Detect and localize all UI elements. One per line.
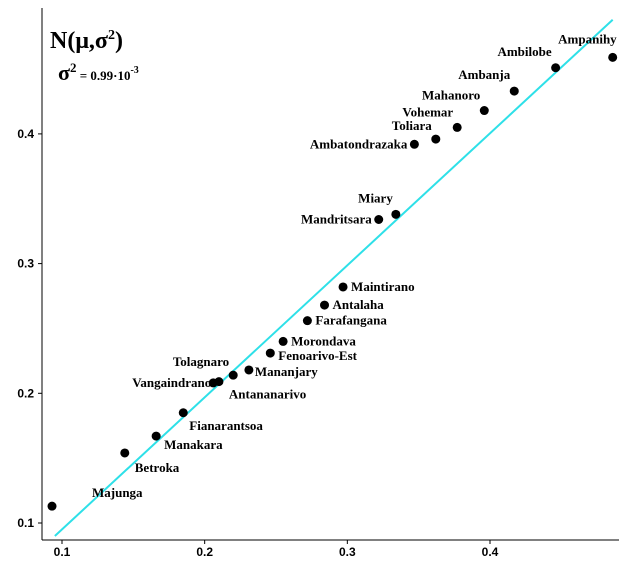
data-point xyxy=(431,134,441,144)
data-point xyxy=(391,209,401,219)
data-point xyxy=(509,86,519,96)
data-point xyxy=(551,63,561,73)
y-tick-label: 0.3 xyxy=(17,257,34,271)
x-tick-label: 0.2 xyxy=(196,545,213,559)
point-label: Ambatondrazaka xyxy=(310,136,408,151)
point-label: Farafangana xyxy=(315,313,387,328)
point-label: Antalaha xyxy=(333,297,385,312)
data-point xyxy=(228,370,238,380)
data-point xyxy=(47,501,57,511)
chart-subtitle: σ2 = 0.99·10-3 xyxy=(58,60,139,85)
point-label: Ambilobe xyxy=(497,44,551,59)
point-labels-layer: Majunga Betroka Manakara Fianarantsoa Vangai… xyxy=(92,31,617,500)
point-label: Antananarivo xyxy=(229,387,306,402)
chart-title: N(μ,σ2) xyxy=(50,28,123,54)
point-label: Toliara xyxy=(392,118,432,133)
axes: 0.1 0.2 0.3 0.4 0.1 0.2 0.3 0.4 xyxy=(17,8,619,559)
point-label: Ambanja xyxy=(458,67,511,82)
point-label: Miary xyxy=(358,190,393,205)
points-layer xyxy=(47,52,618,511)
data-point xyxy=(409,139,419,149)
data-point xyxy=(244,365,254,375)
data-point xyxy=(320,300,330,310)
point-label: Mahanoro xyxy=(422,88,480,103)
fit-line-layer xyxy=(54,19,614,537)
data-point xyxy=(338,282,348,292)
point-label: Mananjary xyxy=(255,364,318,379)
title-layer: N(μ,σ2) σ2 = 0.99·10-3 xyxy=(50,28,139,85)
data-point xyxy=(479,106,489,116)
y-tick-label: 0.1 xyxy=(17,516,34,530)
point-label: Fianarantsoa xyxy=(189,418,263,433)
data-point xyxy=(120,448,130,458)
point-label: Tolagnaro xyxy=(173,354,229,369)
point-label: Mandritsara xyxy=(301,212,372,227)
data-point xyxy=(178,408,188,418)
point-label: Maintirano xyxy=(351,279,415,294)
y-tick-label: 0.2 xyxy=(17,386,34,400)
data-point xyxy=(374,215,384,225)
x-tick-label: 0.3 xyxy=(339,545,356,559)
point-label: Fenoarivo-Est xyxy=(278,348,357,363)
point-label: Morondava xyxy=(291,333,356,348)
fit-line xyxy=(54,19,614,537)
data-point xyxy=(151,431,161,441)
point-label: Vohemar xyxy=(402,104,453,119)
y-tick-label: 0.4 xyxy=(17,127,34,141)
point-label: Vangaindrano xyxy=(132,375,211,390)
data-point xyxy=(302,316,312,326)
point-label: Ampanihy xyxy=(558,31,617,46)
data-point xyxy=(452,122,462,132)
point-label: Manakara xyxy=(164,437,223,452)
point-label: Majunga xyxy=(92,485,143,500)
data-point xyxy=(265,348,275,358)
x-tick-label: 0.4 xyxy=(482,545,499,559)
data-point xyxy=(608,52,618,62)
point-label: Betroka xyxy=(135,460,180,475)
data-point xyxy=(278,336,288,346)
x-tick-label: 0.1 xyxy=(54,545,71,559)
data-point xyxy=(214,377,224,387)
